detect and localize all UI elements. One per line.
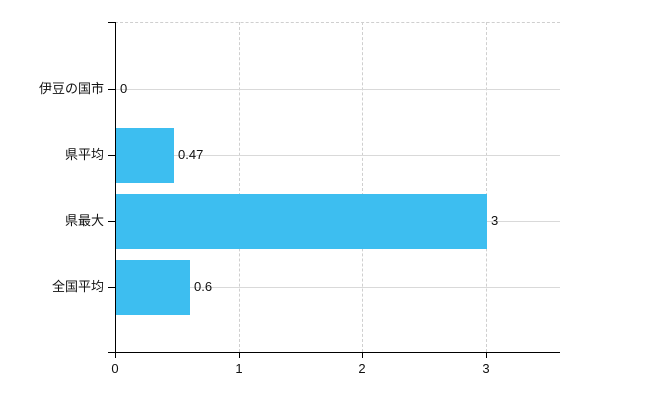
vertical-gridline: [362, 22, 363, 352]
y-axis-tick: [108, 287, 115, 288]
gridline-top: [115, 22, 560, 23]
y-axis-category-label: 県平均: [64, 147, 104, 162]
x-axis-tick: [486, 352, 487, 358]
x-axis-tick-label: 2: [358, 361, 366, 376]
x-axis-line: [108, 352, 560, 353]
y-axis-category-label: 県最大: [64, 213, 104, 228]
bar: [116, 194, 487, 249]
bar: [116, 128, 174, 183]
horizontal-gridline: [116, 89, 560, 90]
x-axis-tick-label: 0: [111, 361, 119, 376]
x-axis-tick: [239, 352, 240, 358]
y-axis-tick: [108, 22, 115, 23]
vertical-gridline: [486, 22, 487, 352]
y-axis-category-label: 全国平均: [51, 279, 104, 294]
x-axis-tick: [362, 352, 363, 358]
bar-value-label: 0.6: [194, 279, 213, 294]
y-axis-tick: [108, 221, 115, 222]
y-axis-category-label: 伊豆の国市: [38, 81, 104, 96]
bar-value-label: 0: [120, 81, 128, 96]
x-axis-tick-label: 3: [482, 361, 490, 376]
vertical-gridline: [239, 22, 240, 352]
horizontal-gridline: [116, 155, 560, 156]
bar-value-label: 3: [491, 213, 499, 228]
y-axis-line: [115, 22, 116, 352]
horizontal-gridline: [116, 287, 560, 288]
x-axis-tick-label: 1: [235, 361, 243, 376]
bar-value-label: 0.47: [178, 147, 204, 162]
y-axis-tick: [108, 89, 115, 90]
y-axis-tick: [108, 155, 115, 156]
bar: [116, 260, 190, 315]
x-axis-tick: [115, 352, 116, 358]
